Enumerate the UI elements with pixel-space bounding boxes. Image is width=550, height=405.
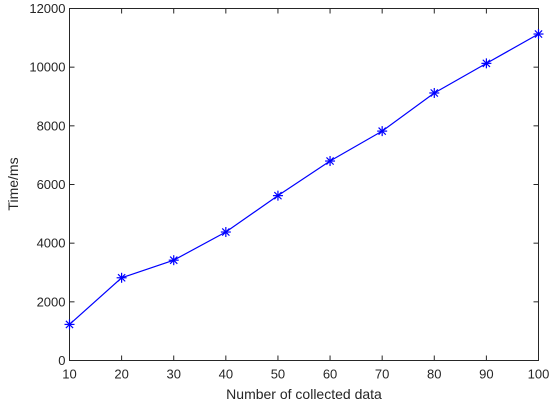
x-tick-label: 30: [166, 367, 180, 382]
x-tick-label: 40: [219, 367, 233, 382]
data-point-marker: [533, 29, 544, 40]
y-tick-label: 2000: [37, 294, 66, 309]
x-tick-label: 100: [528, 367, 550, 382]
x-tick-label: 70: [375, 367, 389, 382]
data-point-marker: [325, 156, 336, 167]
data-point-marker: [272, 190, 283, 201]
x-tick-label: 90: [479, 367, 493, 382]
series-line: [69, 33, 539, 325]
x-tick-label: 20: [114, 367, 128, 382]
data-point-marker: [168, 255, 179, 266]
data-point-marker: [220, 227, 231, 238]
y-tick-label: 12000: [29, 1, 65, 16]
x-axis-label: Number of collected data: [226, 386, 382, 402]
x-tick-label: 80: [427, 367, 441, 382]
data-point-marker: [429, 87, 440, 98]
plot-box: [69, 8, 539, 361]
y-tick-label: 10000: [29, 60, 65, 75]
y-axis-ticks: 0 2000 4000 6000 8000 10000 12000: [29, 1, 539, 368]
data-point-marker: [377, 126, 388, 137]
y-tick-label: 6000: [37, 177, 66, 192]
data-point-marker: [64, 319, 75, 330]
plot-area: [69, 8, 539, 361]
data-point-marker: [116, 272, 127, 283]
x-axis-ticks: 10 20 30 40 50 60 70 80 90 100: [62, 8, 550, 382]
x-tick-label: 10: [62, 367, 76, 382]
x-tick-label: 50: [271, 367, 285, 382]
data-point-marker: [481, 58, 492, 69]
x-tick-label: 60: [323, 367, 337, 382]
y-tick-label: 4000: [37, 236, 66, 251]
y-tick-label: 8000: [37, 118, 66, 133]
series-layer: [64, 29, 544, 330]
y-tick-label: 0: [58, 353, 65, 368]
y-axis-label: Time/ms: [5, 157, 21, 210]
